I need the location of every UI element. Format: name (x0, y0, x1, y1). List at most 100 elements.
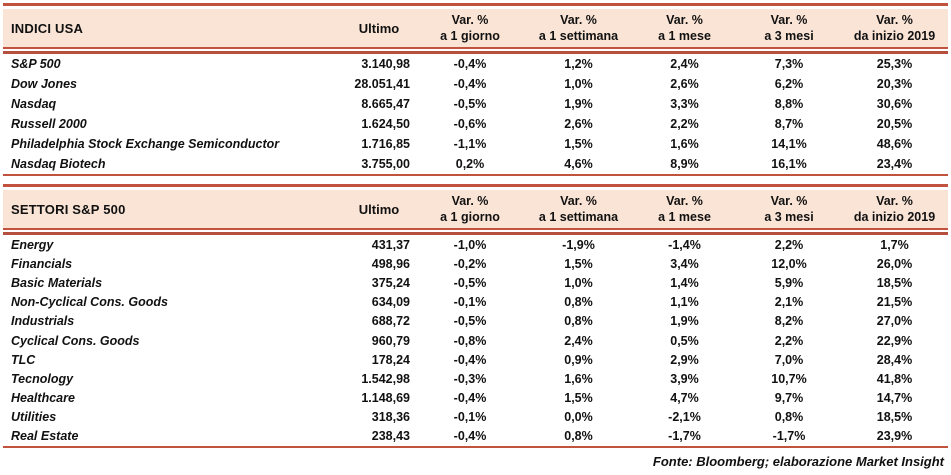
var-value: 1,7% (880, 237, 909, 252)
table-body: Energy 431,37 -1,0% -1,9% -1,4% 2,2% 1,7% Finan… (3, 235, 948, 446)
column-header-var-3mesi: Var. % a 3 mesi (764, 194, 814, 224)
var-value: 1,0% (564, 275, 593, 290)
var-value: 14,1% (771, 137, 807, 151)
ultimo-value: 8.665,47 (361, 97, 410, 111)
table-row: Real Estate 238,43 -0,4% 0,8% -1,7% -1,7% 23,9… (3, 427, 948, 446)
var-value: 23,4% (876, 157, 913, 171)
table-bottom-rule (3, 174, 948, 176)
var-value: 2,2% (774, 333, 804, 348)
table-row: Basic Materials 375,24 -0,5% 1,0% 1,4% 5,9% 18… (3, 273, 948, 292)
var-value: -0,2% (453, 256, 487, 271)
ultimo-value: 1.542,98 (361, 371, 410, 386)
var-value: -0,4% (453, 391, 487, 406)
var-value: 2,4% (670, 57, 699, 71)
ultimo-value: 688,72 (371, 314, 410, 329)
var-value: 10,7% (771, 371, 807, 386)
var-value: 28,4% (876, 352, 913, 367)
table-row: Cyclical Cons. Goods 960,79 -0,8% 2,4% 0,5% 2… (3, 331, 948, 350)
var-value: 0,2% (455, 157, 485, 171)
var-value: -1,9% (562, 237, 595, 252)
var-value: 1,6% (670, 137, 699, 151)
var-value: 1,5% (564, 137, 593, 151)
var-value: -0,4% (453, 77, 487, 91)
var-value: 0,9% (564, 352, 593, 367)
row-label: Non-Cyclical Cons. Goods (11, 295, 168, 310)
ultimo-value: 1.148,69 (361, 391, 410, 406)
var-value: 48,6% (876, 137, 913, 151)
var-value: 41,8% (876, 371, 913, 386)
var-value: 3,9% (670, 371, 699, 386)
var-value: -0,4% (453, 352, 487, 367)
row-label: Nasdaq Biotech (11, 157, 106, 171)
var-value: 0,8% (774, 410, 804, 425)
var-value: 5,9% (774, 275, 804, 290)
column-header-ultimo: Ultimo (358, 201, 400, 217)
header-double-rule-top (3, 228, 948, 230)
var-value: 1,5% (564, 391, 593, 406)
var-value: 16,1% (771, 157, 807, 171)
table-row: Russell 2000 1.624,50 -0,6% 2,6% 2,2% 8,7% 20,… (3, 114, 948, 134)
var-value: -1,0% (453, 237, 487, 252)
source-note: Fonte: Bloomberg; elaborazione Market In… (652, 454, 944, 470)
var-value: 3,3% (670, 97, 699, 111)
row-label: Utilities (11, 410, 57, 425)
table-row: Nasdaq 8.665,47 -0,5% 1,9% 3,3% 8,8% 30,6% (3, 94, 948, 114)
var-value: 8,8% (774, 97, 804, 111)
var-value: -0,4% (453, 429, 487, 444)
var-value: 3,4% (670, 256, 699, 271)
var-value: 1,9% (564, 97, 593, 111)
var-value: 23,9% (876, 429, 913, 444)
row-label: Basic Materials (11, 275, 103, 290)
table-top-rule (3, 3, 948, 6)
table-body: S&P 500 3.140,98 -0,4% 1,2% 2,4% 7,3% 25,3% Dow… (3, 54, 948, 174)
var-value: 20,3% (876, 77, 913, 91)
ultimo-value: 1.716,85 (361, 137, 410, 151)
var-value: 2,1% (774, 295, 804, 310)
table-row: Philadelphia Stock Exchange Semiconducto… (3, 134, 948, 154)
var-value: 0,8% (564, 314, 593, 329)
var-value: 0,8% (564, 295, 593, 310)
column-header-var-1settimana: Var. % a 1 settimana (538, 13, 619, 43)
var-value: 1,2% (564, 57, 593, 71)
var-value: 0,8% (564, 429, 593, 444)
var-value: -1,1% (453, 137, 487, 151)
table-title: INDICI USA (11, 20, 84, 36)
var-value: -0,1% (453, 410, 487, 425)
ultimo-value: 1.624,50 (361, 117, 410, 131)
row-label: Nasdaq (11, 97, 57, 111)
table-title: SETTORI S&P 500 (11, 201, 126, 217)
var-value: 1,4% (670, 275, 699, 290)
header-double-rule-bottom (3, 232, 948, 235)
column-header-var-inizio2019: Var. % da inizio 2019 (853, 13, 936, 43)
row-label: Energy (11, 237, 54, 252)
row-label: Healthcare (11, 391, 75, 406)
ultimo-value: 3.755,00 (361, 157, 410, 171)
var-value: -0,5% (453, 275, 487, 290)
table-row: Non-Cyclical Cons. Goods 634,09 -0,1% 0,8% 1… (3, 293, 948, 312)
row-label: Russell 2000 (11, 117, 87, 131)
ultimo-value: 238,43 (371, 429, 410, 444)
column-header-ultimo: Ultimo (358, 20, 400, 36)
table-row: Utilities 318,36 -0,1% 0,0% -2,1% 0,8% 18,5% (3, 408, 948, 427)
table-row: Industrials 688,72 -0,5% 0,8% 1,9% 8,2% 27,0% (3, 312, 948, 331)
header-double-rule-top (3, 47, 948, 49)
var-value: 26,0% (876, 256, 913, 271)
var-value: 2,6% (564, 117, 593, 131)
column-header-var-1mese: Var. % a 1 mese (658, 13, 711, 43)
ultimo-value: 431,37 (371, 237, 410, 252)
settori-sp500-table: SETTORI S&P 500 Ultimo Var. % a 1 giorno… (3, 184, 948, 449)
table-bottom-rule (3, 446, 948, 449)
row-label: TLC (11, 352, 36, 367)
table-top-rule (3, 184, 948, 187)
table-row: Dow Jones 28.051,41 -0,4% 1,0% 2,6% 6,2% 20,3% (3, 74, 948, 94)
table-row: Energy 431,37 -1,0% -1,9% -1,4% 2,2% 1,7% (3, 235, 948, 254)
var-value: 6,2% (774, 77, 804, 91)
var-value: 18,5% (876, 410, 913, 425)
var-value: 2,4% (564, 333, 593, 348)
var-value: 30,6% (876, 97, 913, 111)
var-value: -0,6% (453, 117, 487, 131)
var-value: -0,4% (453, 57, 487, 71)
var-value: 7,0% (774, 352, 804, 367)
var-value: 7,3% (774, 57, 804, 71)
